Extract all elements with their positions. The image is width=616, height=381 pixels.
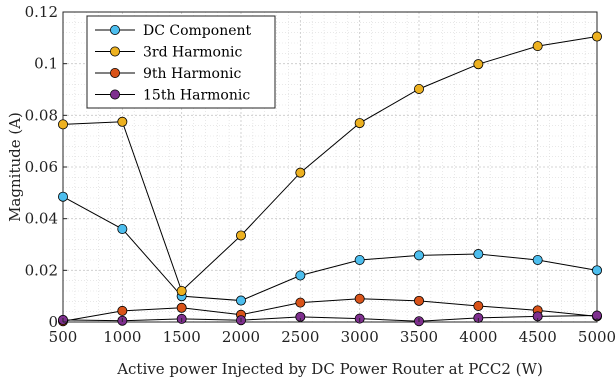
y-tick-label: 0.1 bbox=[34, 55, 58, 73]
series-layer bbox=[58, 31, 603, 327]
data-point bbox=[413, 83, 424, 94]
data-point bbox=[473, 312, 484, 323]
data-point bbox=[295, 270, 306, 281]
legend-label: 15th Harmonic bbox=[143, 88, 250, 104]
legend-marker bbox=[110, 24, 121, 35]
data-point bbox=[532, 41, 543, 52]
y-tick-label: 0.12 bbox=[25, 3, 58, 21]
data-point bbox=[117, 116, 128, 127]
data-point bbox=[235, 230, 246, 241]
series-2 bbox=[58, 31, 603, 296]
x-tick-label: 3000 bbox=[341, 328, 379, 346]
data-point bbox=[354, 118, 365, 129]
x-tick-label: 4000 bbox=[459, 328, 497, 346]
y-axis-label: Magnitude (A) bbox=[6, 112, 24, 222]
series-4 bbox=[58, 310, 603, 327]
x-tick-label: 2500 bbox=[281, 328, 319, 346]
x-tick-label: 500 bbox=[49, 328, 78, 346]
series-line bbox=[62, 36, 598, 292]
data-point bbox=[176, 285, 187, 296]
x-tick-labels: 500 1000 1500 2000 2500 3000 3500 4000 4500 5000 bbox=[49, 318, 616, 346]
y-tick-label: 0.06 bbox=[25, 158, 58, 176]
x-tick-label: 3500 bbox=[400, 328, 438, 346]
data-point bbox=[354, 293, 365, 304]
data-point bbox=[58, 119, 69, 130]
data-point bbox=[473, 249, 484, 260]
data-point bbox=[354, 254, 365, 265]
data-point bbox=[532, 254, 543, 265]
data-point bbox=[413, 295, 424, 306]
series-line bbox=[62, 315, 598, 322]
x-tick-label: 5000 bbox=[578, 328, 616, 346]
y-tick-labels: 0 0.02 0.04 0.06 0.08 0.1 0.12 bbox=[25, 3, 67, 331]
legend-item: 9th Harmonic bbox=[95, 66, 241, 82]
legend-label: 9th Harmonic bbox=[143, 66, 241, 82]
x-tick-label: 4500 bbox=[519, 328, 557, 346]
legend-label: 3rd Harmonic bbox=[143, 45, 242, 61]
data-point bbox=[117, 223, 128, 234]
y-tick-label: 0.08 bbox=[25, 106, 58, 124]
legend-marker bbox=[110, 89, 121, 100]
series-1 bbox=[58, 191, 603, 306]
data-point bbox=[473, 300, 484, 311]
legend-marker bbox=[110, 46, 121, 57]
x-tick-label: 1500 bbox=[163, 328, 201, 346]
data-point bbox=[413, 250, 424, 261]
data-point bbox=[117, 305, 128, 316]
y-tick-label: 0 bbox=[48, 313, 58, 331]
legend-item: 3rd Harmonic bbox=[95, 45, 242, 61]
x-tick-label: 2000 bbox=[222, 328, 260, 346]
x-tick-label: 1000 bbox=[103, 328, 141, 346]
data-point bbox=[295, 167, 306, 178]
series-line bbox=[62, 196, 598, 302]
data-point bbox=[473, 59, 484, 70]
data-point bbox=[58, 191, 69, 202]
series-line bbox=[62, 298, 598, 322]
legend-item: DC Component bbox=[95, 23, 252, 39]
data-point bbox=[592, 31, 603, 42]
y-tick-label: 0.04 bbox=[25, 210, 58, 228]
data-point bbox=[235, 295, 246, 306]
legend-marker bbox=[110, 68, 121, 79]
data-point bbox=[295, 297, 306, 308]
y-tick-label: 0.02 bbox=[25, 261, 58, 279]
series-3 bbox=[58, 293, 603, 327]
legend-item: 15th Harmonic bbox=[95, 88, 250, 104]
legend: DC Component 3rd Harmonic 9th Harmonic 15th… bbox=[86, 15, 276, 109]
x-axis-label: Active power Injected by DC Power Router… bbox=[116, 360, 543, 378]
data-point bbox=[592, 265, 603, 276]
data-point bbox=[176, 302, 187, 313]
legend-label: DC Component bbox=[143, 23, 252, 39]
